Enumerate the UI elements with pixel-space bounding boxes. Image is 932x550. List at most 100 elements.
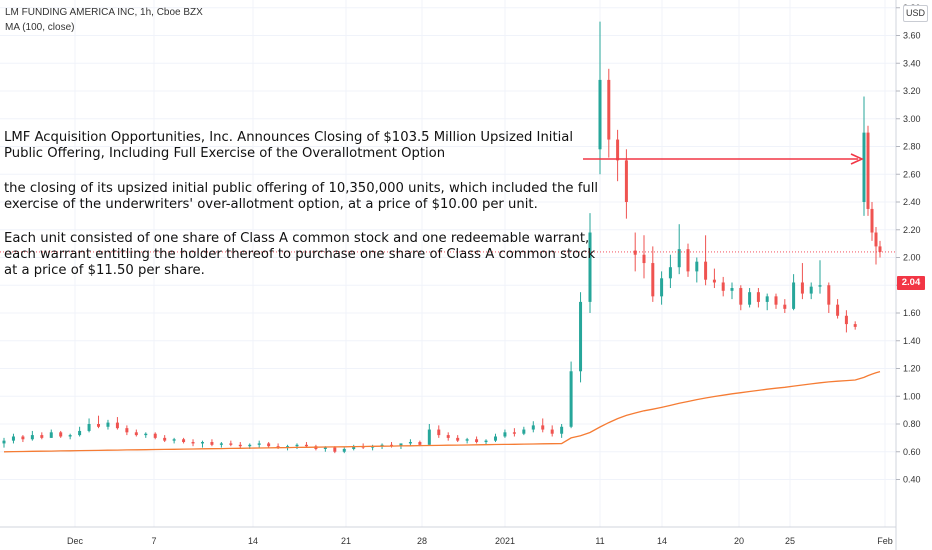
candle-up[interactable] — [579, 292, 583, 383]
candle-down[interactable] — [115, 417, 119, 430]
symbol-title: LM FUNDING AMERICA INC, 1h, Cboe BZX — [5, 7, 203, 18]
candle-up[interactable] — [493, 433, 497, 443]
candle-up[interactable] — [809, 282, 813, 300]
candle-up[interactable] — [68, 433, 72, 440]
candle-up[interactable] — [87, 418, 91, 433]
candle-down[interactable] — [475, 436, 479, 444]
candle-up[interactable] — [427, 424, 431, 445]
candle-up[interactable] — [560, 424, 564, 438]
candle-up[interactable] — [352, 444, 356, 451]
candle-down[interactable] — [40, 432, 44, 440]
candle-up[interactable] — [792, 274, 796, 311]
candle-down[interactable] — [607, 68, 611, 158]
candle-down[interactable] — [721, 276, 725, 297]
candle-down[interactable] — [624, 149, 628, 219]
candle-body — [276, 446, 280, 448]
y-tick-label: 1.40 — [903, 336, 921, 346]
candle-body — [695, 261, 699, 272]
x-tick-label: 28 — [417, 536, 427, 546]
candle-up[interactable] — [295, 443, 299, 449]
candle-down[interactable] — [59, 430, 63, 438]
candle-down[interactable] — [642, 235, 646, 279]
candle-down[interactable] — [97, 415, 101, 429]
candle-up[interactable] — [748, 288, 752, 308]
candle-down[interactable] — [125, 425, 129, 436]
candle-down[interactable] — [267, 442, 271, 448]
candle-up[interactable] — [862, 96, 866, 216]
candle-up[interactable] — [588, 213, 592, 313]
candle-up[interactable] — [200, 440, 204, 448]
candle-up[interactable] — [598, 21, 602, 175]
candle-up[interactable] — [503, 429, 507, 438]
candle-up[interactable] — [522, 426, 526, 436]
candle-down[interactable] — [874, 226, 878, 265]
candle-down[interactable] — [783, 299, 787, 313]
candle-down[interactable] — [704, 235, 708, 286]
currency-button[interactable]: USD — [903, 5, 928, 22]
candle-down[interactable] — [191, 439, 195, 447]
candle-up[interactable] — [106, 419, 110, 430]
y-tick-label: 1.60 — [903, 308, 921, 318]
candle-up[interactable] — [730, 282, 734, 300]
candle-down[interactable] — [739, 285, 743, 311]
candle-down[interactable] — [541, 418, 545, 433]
candle-down[interactable] — [712, 268, 716, 289]
candle-down[interactable] — [651, 246, 655, 302]
candle-down[interactable] — [836, 299, 840, 319]
x-tick-label: 7 — [151, 536, 156, 546]
x-tick-label: 11 — [595, 536, 604, 546]
candle-down[interactable] — [844, 310, 848, 333]
candle-down[interactable] — [827, 282, 831, 313]
candle-down[interactable] — [870, 202, 874, 241]
candle-down[interactable] — [229, 440, 233, 447]
indicator-label[interactable]: MA (100, close) — [5, 22, 75, 33]
candle-down[interactable] — [616, 129, 620, 182]
candle-up[interactable] — [257, 440, 261, 448]
candle-up[interactable] — [30, 430, 34, 441]
candle-up[interactable] — [408, 439, 412, 447]
candle-up[interactable] — [144, 432, 148, 438]
candle-up[interactable] — [484, 439, 488, 445]
candle-down[interactable] — [182, 437, 186, 444]
candle-up[interactable] — [11, 433, 15, 444]
candle-down[interactable] — [134, 429, 138, 437]
candle-body — [853, 324, 857, 327]
candle-up[interactable] — [695, 257, 699, 283]
candle-up[interactable] — [172, 437, 176, 444]
candle-body — [756, 292, 760, 302]
candle-up[interactable] — [668, 254, 672, 289]
candle-up[interactable] — [765, 293, 769, 311]
candle-up[interactable] — [219, 442, 223, 448]
candle-down[interactable] — [774, 293, 778, 309]
candle-down[interactable] — [437, 425, 441, 438]
candle-down[interactable] — [866, 125, 870, 216]
candle-down[interactable] — [153, 432, 157, 440]
candle-down[interactable] — [21, 435, 25, 443]
candle-down[interactable] — [878, 240, 882, 258]
candle-down[interactable] — [633, 232, 637, 272]
candle-down[interactable] — [446, 432, 450, 441]
candle-up[interactable] — [49, 429, 53, 438]
candle-up[interactable] — [677, 224, 681, 275]
candle-up[interactable] — [465, 437, 469, 444]
candle-down[interactable] — [210, 439, 214, 447]
candle-down[interactable] — [456, 435, 460, 443]
candle-down[interactable] — [853, 321, 857, 330]
candle-down[interactable] — [163, 435, 167, 443]
candle-up[interactable] — [660, 271, 664, 305]
candle-down[interactable] — [756, 288, 760, 308]
candle-up[interactable] — [2, 437, 6, 448]
y-tick-label: 1.20 — [903, 364, 921, 374]
candle-up[interactable] — [78, 426, 82, 437]
candle-body — [774, 296, 778, 305]
candle-up[interactable] — [342, 447, 346, 454]
candle-body — [660, 278, 664, 297]
candle-up[interactable] — [569, 361, 573, 429]
candle-down[interactable] — [550, 425, 554, 437]
candle-down[interactable] — [686, 243, 690, 277]
candle-up[interactable] — [531, 421, 535, 433]
candle-down[interactable] — [512, 428, 516, 437]
candle-up[interactable] — [818, 260, 822, 294]
candle-down[interactable] — [800, 263, 804, 300]
